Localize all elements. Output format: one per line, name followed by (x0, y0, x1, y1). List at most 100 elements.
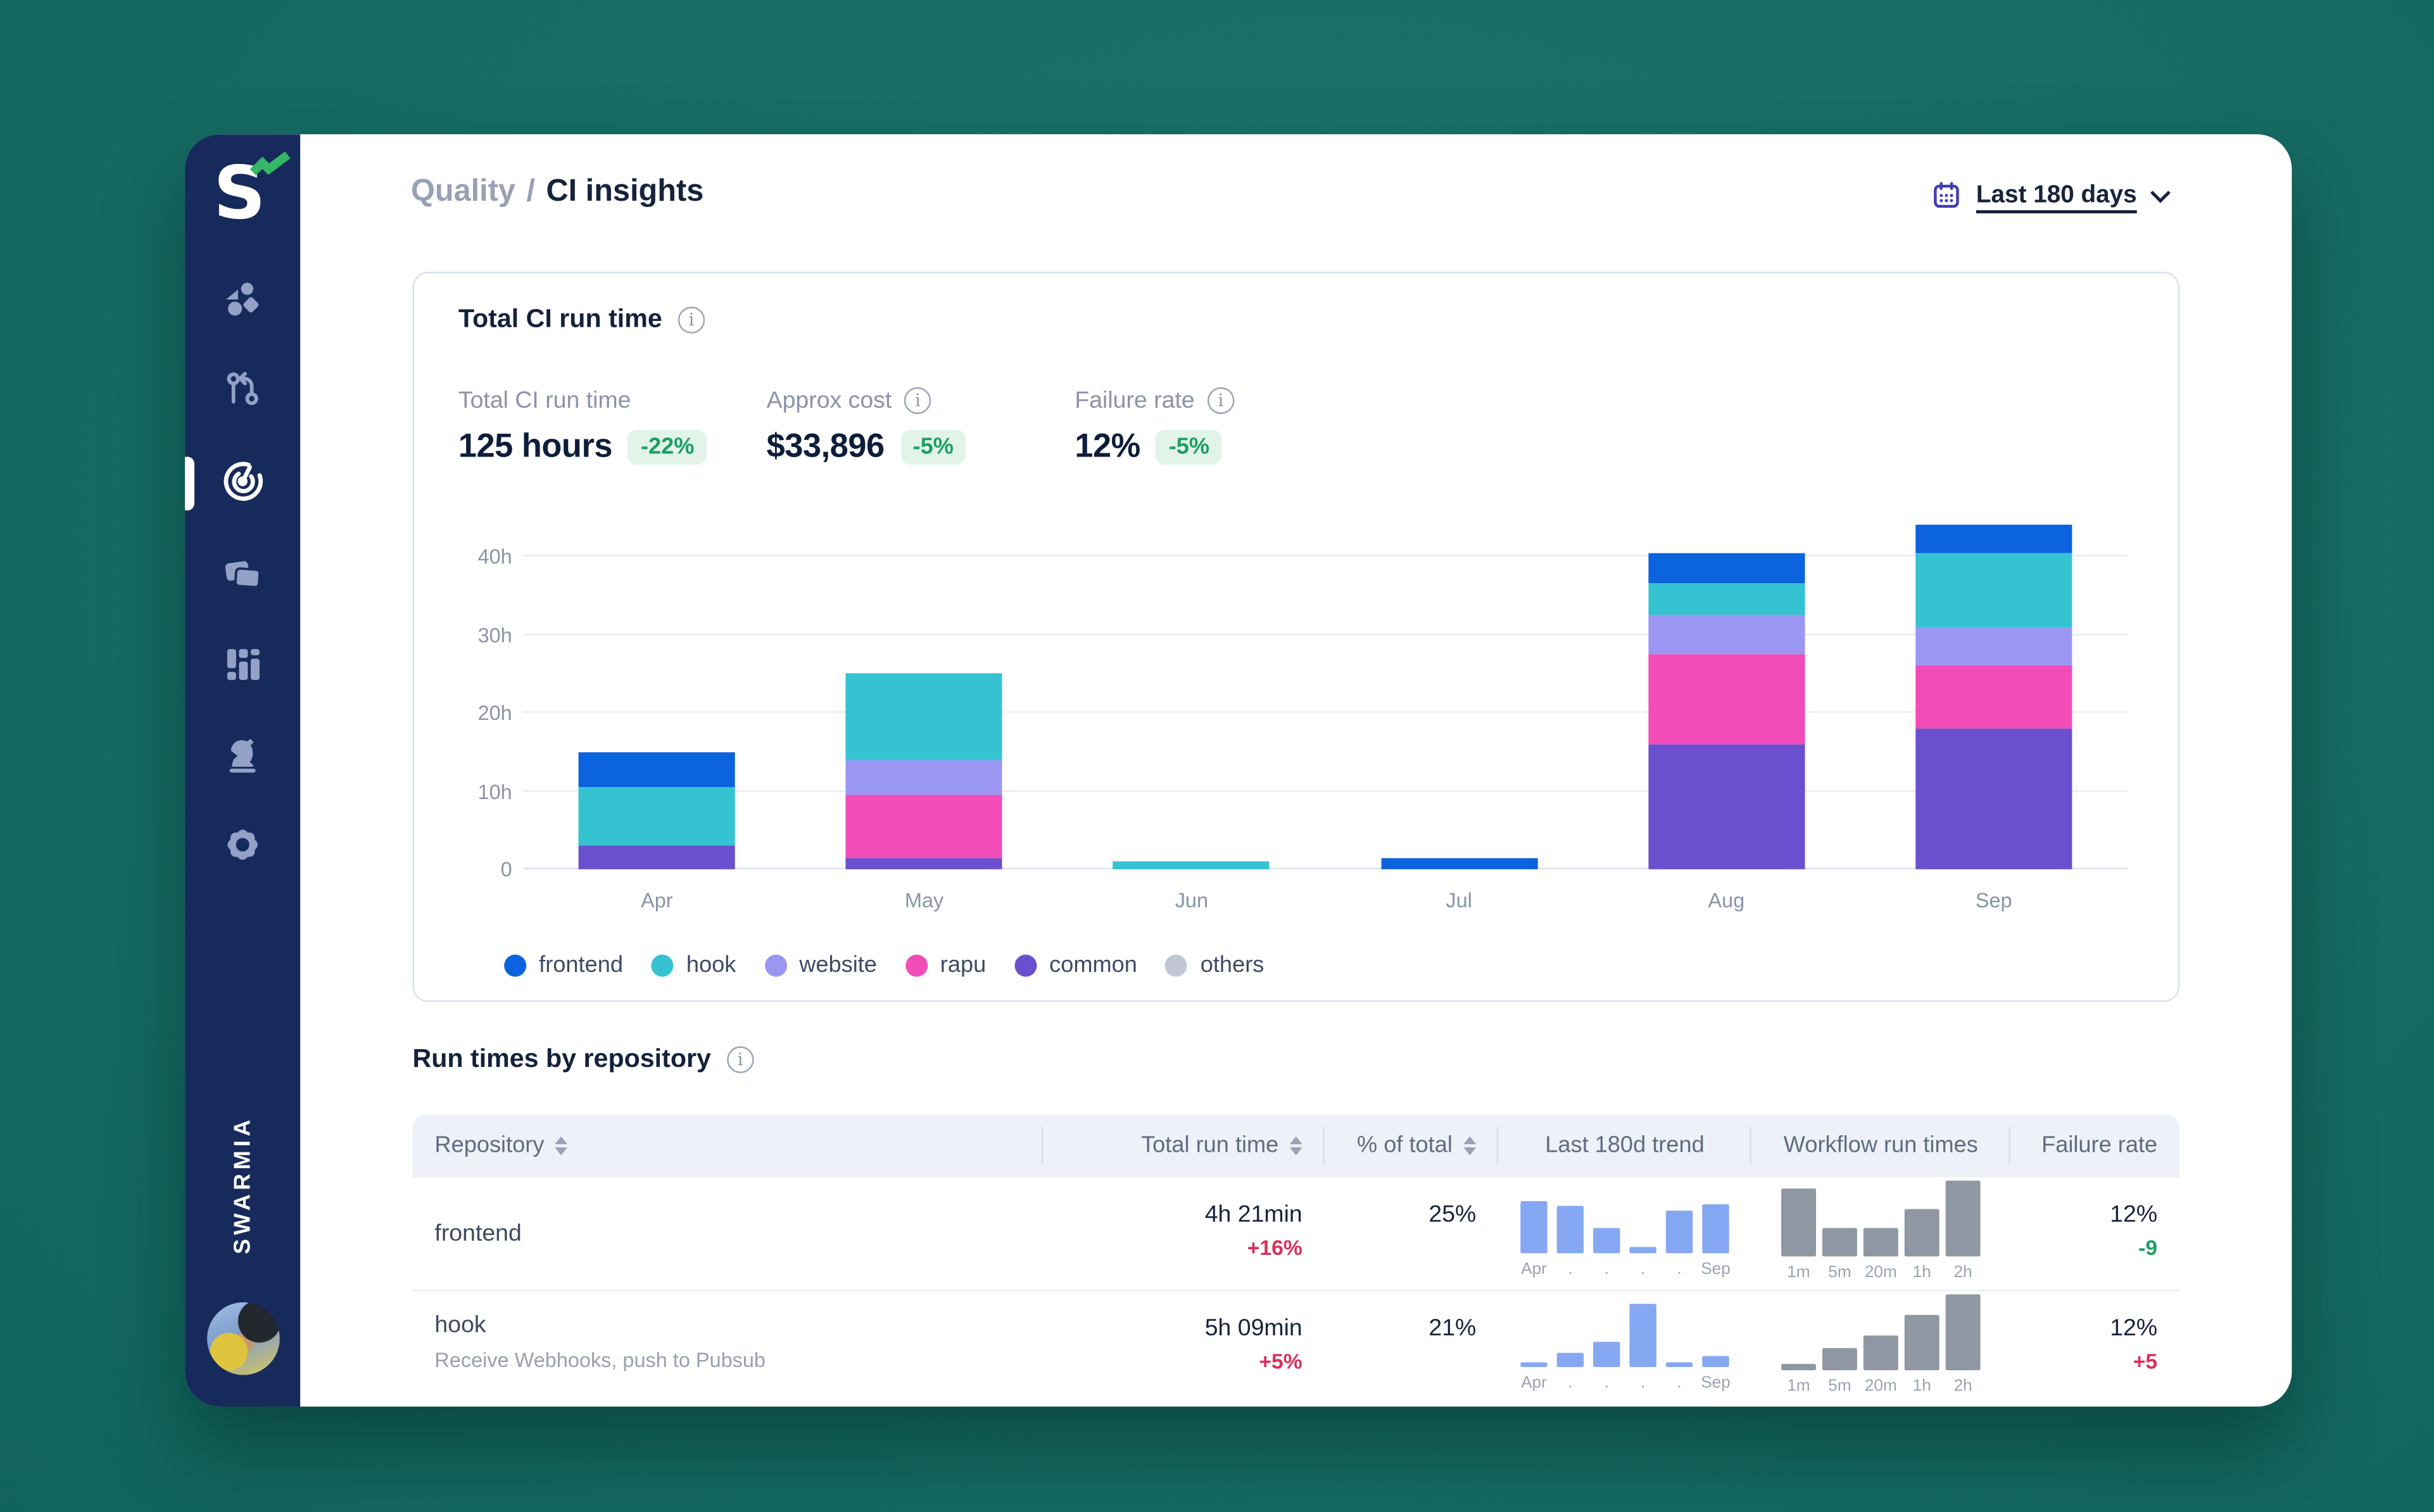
axis-label: 2h (1953, 1263, 1972, 1282)
legend-dot (1165, 954, 1188, 977)
y-axis-tick: 30h (477, 622, 512, 646)
workflow-bar (1781, 1188, 1817, 1257)
sidebar-item-settings[interactable] (185, 826, 300, 871)
trend-bar (1702, 1356, 1729, 1368)
info-icon[interactable]: i (726, 1046, 754, 1073)
trend-bar (1629, 1246, 1656, 1254)
bar-segment-website (846, 759, 1003, 795)
legend-item-website[interactable]: website (764, 953, 877, 978)
y-axis-tick: 10h (477, 779, 512, 803)
legend-item-others[interactable]: others (1165, 953, 1264, 978)
legend-dot (764, 954, 787, 977)
column-header-repository[interactable]: Repository (412, 1114, 1044, 1178)
table-row-hook[interactable]: hook Receive Webhooks, push to Pubsub 5h 0… (412, 1289, 2180, 1407)
workflow-bar (1822, 1347, 1857, 1371)
page-title: CI insights (546, 173, 704, 209)
table-row-frontend[interactable]: frontend 4h 21min +16% 25% Apr.... Sep 1m 5m 20m… (412, 1178, 2179, 1290)
breadcrumb: Quality / CI insights (411, 174, 703, 210)
bar-segment-website (1915, 626, 2072, 666)
axis-label: 5m (1828, 1377, 1851, 1396)
repository-name[interactable]: frontend (434, 1219, 522, 1247)
sidebar-item-ci-insights[interactable] (185, 462, 300, 506)
percent-of-total-value: 21% (1428, 1314, 1477, 1342)
y-axis-tick: 40h (477, 544, 512, 569)
x-axis-labels: Apr May Jun Jul Aug Sep (523, 888, 2128, 912)
stat-delta-badge: -5% (1156, 429, 1223, 465)
legend-label: frontend (539, 953, 624, 979)
trend-chart (1520, 1181, 1729, 1254)
repository-name[interactable]: hook (434, 1311, 486, 1339)
breadcrumb-section[interactable]: Quality (410, 173, 516, 209)
sidebar-item-strategy[interactable] (185, 735, 300, 779)
info-icon[interactable]: i (678, 306, 705, 334)
sidebar-item-shapes[interactable] (185, 281, 300, 325)
sort-icon (555, 1136, 568, 1156)
axis-label: . (1568, 1373, 1573, 1393)
axis-label: Sep (1701, 1259, 1731, 1279)
section-title: Run times by repository (412, 1044, 711, 1073)
sidebar-item-boards[interactable] (185, 645, 300, 689)
workflow-axis-labels: 1m 5m 20m 1h 2h (1781, 1377, 1981, 1395)
trend-bar (1520, 1363, 1548, 1368)
bar-segment-common (578, 845, 735, 869)
x-axis-label: Jun (1175, 888, 1209, 912)
legend-item-rapu[interactable]: rapu (905, 953, 986, 978)
chevron-down-icon (2150, 182, 2171, 203)
info-icon[interactable]: i (904, 387, 931, 414)
sort-icon (1289, 1136, 1302, 1156)
stat-value: 125 hours (458, 428, 613, 465)
failure-rate-cell: 12% -9 (2010, 1178, 2179, 1290)
brand-vertical-label: SWARMIA (230, 1116, 256, 1255)
failure-rate-delta: -9 (2138, 1235, 2158, 1260)
legend-item-hook[interactable]: hook (651, 953, 736, 978)
trend-bar (1665, 1363, 1693, 1368)
workflow-chart (1781, 1294, 1981, 1371)
user-avatar[interactable] (206, 1302, 279, 1375)
stat-delta-badge: -22% (628, 429, 707, 465)
bar-jul (1325, 506, 1592, 869)
bar-may (790, 506, 1057, 869)
legend-dot (651, 954, 674, 977)
column-header-total-run-time[interactable]: Total run time (1043, 1114, 1325, 1178)
workflow-bar (1863, 1336, 1898, 1371)
legend-dot (1014, 954, 1037, 977)
stat-delta-badge: -5% (900, 429, 966, 465)
sidebar-item-pull-requests[interactable] (185, 370, 300, 414)
bar-segment-website (1648, 615, 1805, 655)
summary-stats: Total CI run time 125 hours -22% Approx … (458, 387, 1383, 467)
column-header--of-total[interactable]: % of total (1325, 1114, 1499, 1178)
trend-axis-labels: Apr.... Sep (1520, 1259, 1731, 1279)
workflow-bar (1904, 1208, 1939, 1257)
column-label: Failure rate (2041, 1133, 2158, 1159)
info-icon[interactable]: i (1207, 387, 1235, 414)
swarmia-logo[interactable]: S (213, 151, 291, 232)
percent-of-total-cell: 21% (1325, 1291, 1499, 1406)
legend-item-common[interactable]: common (1014, 953, 1137, 978)
date-range-filter[interactable]: Last 180 days (1932, 180, 2171, 210)
total-run-time-cell: 4h 21min +16% (1043, 1178, 1324, 1290)
shapes-icon (221, 278, 263, 329)
date-range-label: Last 180 days (1976, 180, 2137, 208)
bar-segment-rapu (846, 795, 1003, 858)
workflow-bar (1863, 1228, 1898, 1257)
workflow-chart (1781, 1180, 1981, 1257)
trend-bar (1593, 1342, 1620, 1368)
x-axis-label: Jul (1446, 888, 1472, 912)
axis-label: . (1677, 1373, 1682, 1393)
axis-label: 1h (1912, 1263, 1931, 1282)
workflow-cell: 1m 5m 20m 1h 2h (1751, 1291, 2010, 1406)
legend-label: rapu (940, 953, 987, 979)
axis-label: 1h (1912, 1377, 1931, 1396)
bar-segment-frontend (1915, 525, 2072, 553)
trend-cell: Apr.... Sep (1498, 1291, 1751, 1406)
legend-item-frontend[interactable]: frontend (504, 953, 623, 978)
stat-label: Approx cost (766, 387, 892, 414)
sidebar: S SWARMIA (185, 134, 301, 1407)
x-axis-label: May (904, 888, 944, 912)
bar-segment-hook (1648, 583, 1805, 615)
total-run-time-cell: 5h 09min +5% (1043, 1291, 1324, 1406)
axis-label: . (1568, 1259, 1573, 1279)
sidebar-item-copies[interactable] (185, 553, 300, 598)
axis-label: . (1677, 1259, 1682, 1279)
